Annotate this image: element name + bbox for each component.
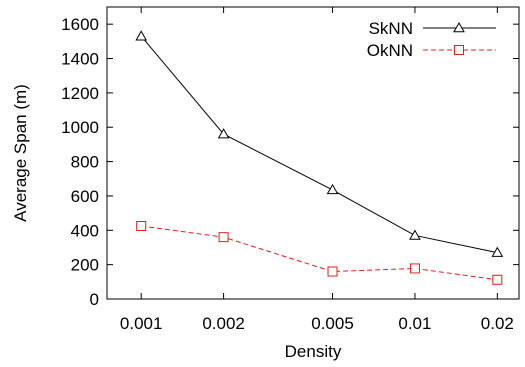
y-tick-label: 1600	[61, 15, 99, 34]
data-point	[491, 246, 504, 257]
y-tick-label: 0	[90, 290, 99, 309]
y-tick-label: 1400	[61, 50, 99, 69]
x-tick-label: 0.01	[398, 314, 431, 333]
legend-marker	[453, 21, 465, 33]
legend: SkNN OkNN	[367, 19, 496, 60]
legend-label: SkNN	[369, 19, 413, 38]
x-tick-label: 0.02	[481, 314, 514, 333]
data-point	[409, 229, 421, 240]
series-oknn	[136, 221, 503, 285]
y-axis: 0 200 400 600 800 1000 1200 1400 1600	[61, 15, 519, 309]
y-tick-label: 800	[71, 153, 99, 172]
legend-marker	[454, 45, 464, 55]
data-point	[217, 128, 230, 139]
y-tick-label: 200	[71, 256, 99, 275]
data-point	[218, 232, 229, 243]
data-point	[135, 30, 148, 41]
y-axis-label: Average Span (m)	[11, 84, 30, 222]
series-line	[140, 35, 498, 254]
data-point	[327, 266, 338, 277]
series-layer	[135, 30, 504, 285]
x-axis: 0.001 0.002 0.005 0.01 0.02	[120, 7, 514, 333]
x-tick-label: 0.002	[202, 314, 245, 333]
series-line	[141, 225, 498, 281]
series-sknn	[135, 30, 504, 257]
y-tick-label: 1200	[61, 84, 99, 103]
legend-label: OkNN	[367, 41, 413, 60]
x-tick-label: 0.005	[311, 314, 354, 333]
legend-item-oknn: OkNN	[367, 41, 496, 60]
x-tick-label: 0.001	[120, 314, 163, 333]
y-tick-label: 1000	[61, 118, 99, 137]
x-axis-label: Density	[285, 342, 342, 361]
y-tick-label: 600	[71, 187, 99, 206]
data-point	[492, 274, 503, 285]
plot-frame	[106, 6, 520, 300]
data-point	[409, 263, 420, 274]
legend-item-sknn: SkNN	[369, 19, 496, 38]
y-tick-label: 400	[71, 221, 99, 240]
data-point	[136, 221, 147, 231]
data-point	[326, 183, 339, 195]
